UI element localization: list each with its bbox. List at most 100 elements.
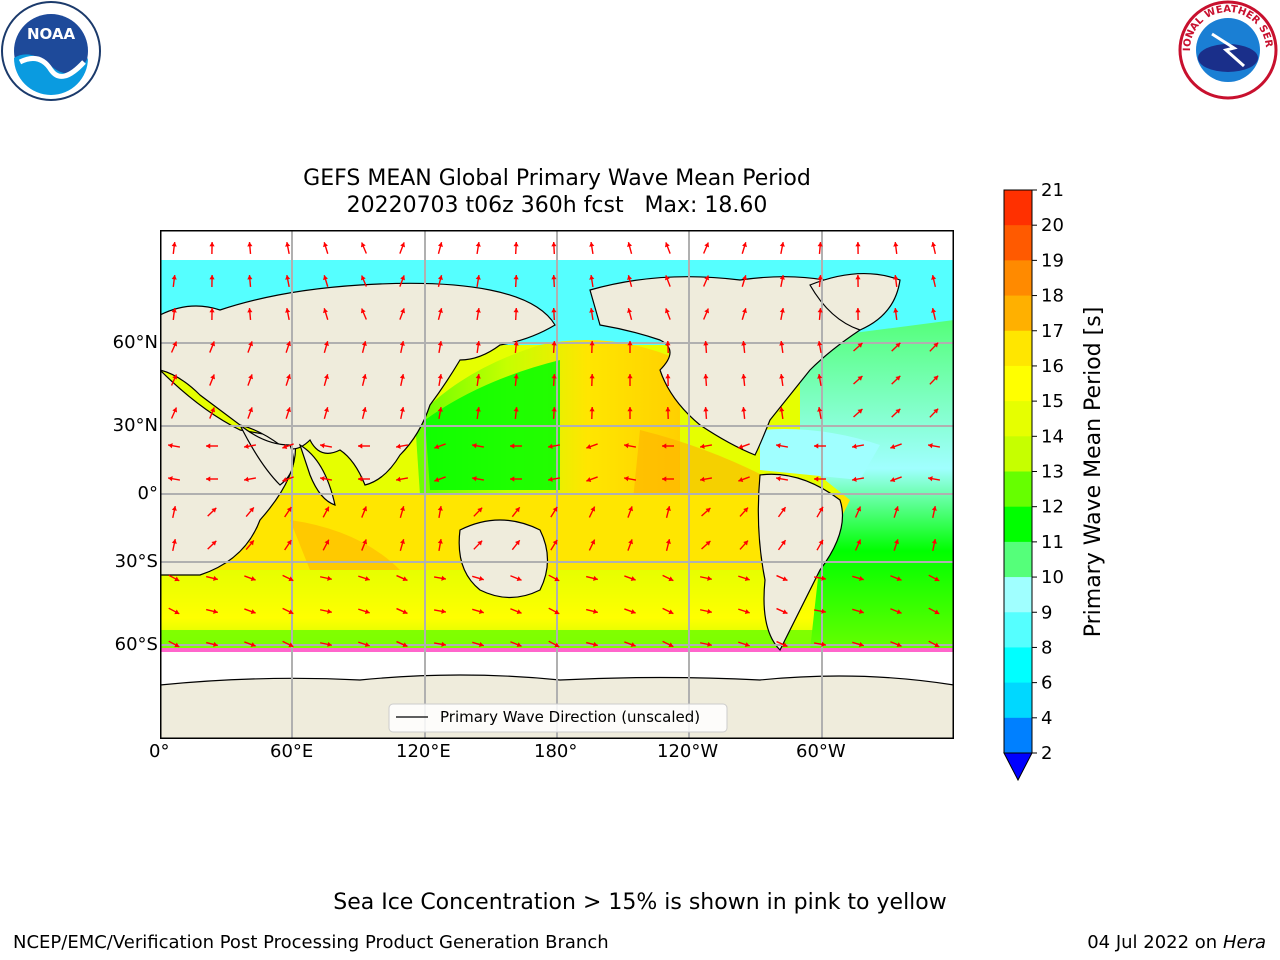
- wave-direction-arrowhead: [320, 476, 325, 482]
- wave-direction-arrowhead: [478, 575, 484, 581]
- wave-direction-arrowhead: [247, 308, 253, 313]
- wave-direction-arrowhead: [858, 641, 864, 647]
- wave-direction-arrowhead: [327, 641, 332, 647]
- wave-direction-arrowhead: [324, 539, 330, 545]
- wave-direction-arrowhead: [171, 539, 177, 544]
- wave-direction-arrowhead: [664, 308, 670, 314]
- wave-direction-arrowhead: [665, 539, 671, 544]
- wave-direction-arrowhead: [364, 576, 370, 581]
- wave-direction-arrowhead: [896, 576, 902, 582]
- wave-direction-arrowhead: [285, 308, 291, 313]
- wave-direction-arrowhead: [593, 641, 598, 647]
- wave-direction-arrowhead: [286, 507, 292, 513]
- wave-direction-arrowhead: [742, 242, 747, 248]
- wave-direction-arrowhead: [396, 443, 401, 449]
- wave-direction-arrowhead: [776, 476, 781, 482]
- wave-direction-arrowhead: [817, 341, 823, 346]
- wave-direction-arrowhead: [475, 341, 481, 346]
- wave-direction-arrowhead: [323, 275, 328, 281]
- wave-direction-arrowhead: [893, 275, 899, 280]
- wave-direction-arrowhead: [361, 374, 367, 379]
- wave-direction-arrowhead: [211, 507, 217, 513]
- wave-direction-arrowhead: [244, 443, 249, 449]
- lon-label-60e: 60°E: [270, 741, 314, 762]
- wave-direction-arrowhead: [554, 576, 560, 582]
- wave-direction-arrowhead: [817, 407, 823, 412]
- wave-direction-arrowhead: [399, 374, 405, 379]
- wave-direction-arrowhead: [475, 275, 481, 280]
- wave-direction-arrowhead: [742, 275, 747, 281]
- wave-direction-arrowhead: [288, 609, 294, 615]
- wave-direction-arrowhead: [782, 609, 788, 615]
- wave-direction-arrowhead: [513, 341, 519, 346]
- colorbar-segment: [1004, 682, 1032, 719]
- wave-direction-arrowhead: [211, 540, 217, 546]
- wave-direction-arrowhead: [437, 407, 443, 412]
- wave-direction-arrowhead: [856, 506, 862, 512]
- wave-direction-arrowhead: [282, 477, 288, 483]
- wave-direction-arrowhead: [437, 341, 443, 346]
- wave-direction-arrowhead: [895, 342, 901, 348]
- map-subtitle: 20220703 t06z 360h fcst Max: 18.60: [346, 193, 768, 218]
- wave-direction-arrowhead: [664, 242, 670, 248]
- colorbar-segment: [1004, 260, 1032, 297]
- wave-direction-arrowhead: [437, 275, 443, 281]
- lon-label-180: 180°: [534, 741, 578, 762]
- wave-direction-arrowhead: [668, 576, 674, 582]
- date-text: 04 Jul 2022 on: [1087, 932, 1223, 953]
- wave-direction-arrowhead: [250, 576, 256, 582]
- wave-direction-arrowhead: [552, 539, 558, 545]
- colorbar-label: Primary Wave Mean Period [s]: [1081, 307, 1106, 638]
- wave-direction-arrowhead: [700, 443, 705, 449]
- wave-direction-arrowhead: [327, 608, 332, 614]
- colorbar-segment: [1004, 471, 1032, 508]
- wave-direction-arrowhead: [627, 275, 633, 281]
- wave-direction-arrowhead: [741, 341, 747, 346]
- colorbar-segment: [1004, 436, 1032, 472]
- wave-direction-arrowhead: [852, 476, 857, 482]
- wave-direction-arrowhead: [168, 443, 173, 449]
- wave-direction-arrowhead: [934, 642, 940, 648]
- lon-label-60w: 60°W: [796, 741, 846, 762]
- wave-direction-arrowhead: [172, 407, 178, 413]
- colorbar-tick-label: 11: [1041, 532, 1064, 553]
- wave-direction-arrowhead: [288, 642, 294, 648]
- wave-direction-arrowhead: [627, 308, 633, 314]
- wave-direction-arrowhead: [437, 374, 443, 379]
- wave-direction-arrowhead: [744, 642, 750, 647]
- wave-direction-arrowhead: [554, 609, 560, 615]
- wave-direction-arrowhead: [323, 341, 329, 347]
- colorbar-segment: [1004, 541, 1032, 578]
- wave-direction-arrowhead: [247, 242, 253, 247]
- wave-direction-arrowhead: [934, 576, 940, 582]
- colorbar-tick-label: 16: [1041, 356, 1064, 377]
- wave-direction-arrowhead: [551, 407, 557, 412]
- wave-direction-arrowhead: [705, 540, 711, 546]
- wave-direction-arrowhead: [551, 275, 557, 280]
- sea-ice-note: Sea Ice Concentration > 15% is shown in …: [333, 890, 947, 915]
- wave-direction-arrowhead: [893, 308, 899, 313]
- wave-direction-arrowhead: [434, 444, 440, 450]
- wave-direction-arrowhead: [513, 407, 519, 412]
- wave-direction-arrowhead: [551, 374, 557, 379]
- colorbar-tick-label: 4: [1041, 708, 1052, 729]
- wave-direction-arrowhead: [665, 506, 671, 511]
- wave-direction-arrowhead: [703, 407, 709, 412]
- colorbar-tick-label: 2: [1041, 743, 1052, 764]
- wave-direction-arrowhead: [928, 443, 933, 449]
- wave-direction-arrowhead: [286, 540, 292, 546]
- wave-direction-arrowhead: [821, 608, 826, 614]
- wave-direction-arrowhead: [586, 444, 592, 450]
- wave-direction-arrowhead: [630, 576, 636, 582]
- lon-label-0: 0°: [149, 741, 170, 762]
- wave-direction-arrowhead: [821, 575, 826, 581]
- wave-direction-arrowhead: [516, 576, 522, 582]
- wave-direction-arrowhead: [890, 477, 896, 483]
- wave-direction-arrowhead: [738, 477, 744, 483]
- wave-direction-arrowhead: [513, 242, 519, 247]
- wave-direction-arrowhead: [593, 608, 598, 614]
- wave-direction-arrowhead: [286, 374, 291, 380]
- wave-direction-arrowhead: [513, 374, 519, 379]
- wave-direction-arrowhead: [624, 443, 629, 449]
- colorbar-segment: [1004, 225, 1032, 261]
